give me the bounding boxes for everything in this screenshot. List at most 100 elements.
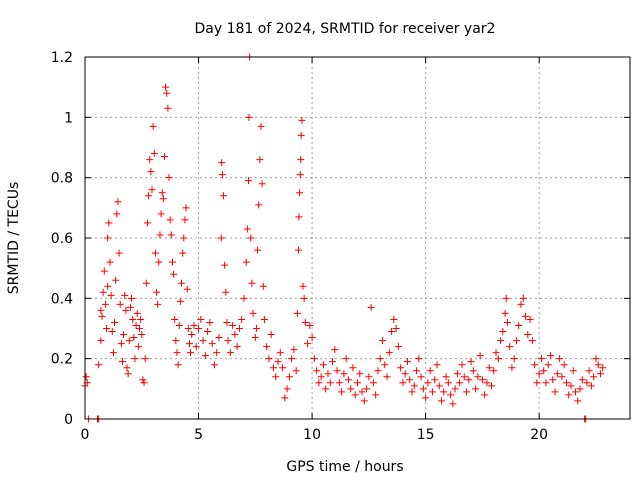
data-point [428,388,436,396]
data-point [111,318,119,326]
plot-frame [84,56,631,420]
data-point [128,294,136,302]
data-point [369,379,377,387]
data-point [385,349,393,357]
data-point [218,159,226,167]
data-point [522,312,530,320]
data-point [502,294,510,302]
data-point [248,279,256,287]
data-point [576,385,584,393]
data-point [358,388,366,396]
data-point [540,367,548,375]
data-point [114,198,122,206]
data-point [129,315,137,323]
data-point [300,294,308,302]
data-point [121,291,129,299]
data-point [533,379,541,387]
data-point [210,361,218,369]
data-point [463,388,470,396]
y-tick-label: 0.8 [51,171,73,187]
data-point [392,325,400,332]
data-point [451,385,459,393]
data-point [492,349,500,357]
data-point [118,358,126,366]
data-point [438,397,446,405]
data-point [510,355,518,363]
y-tick-label: 0.2 [51,352,73,368]
data-point [165,174,173,182]
data-point [199,337,207,345]
data-point [415,355,423,363]
data-point [298,116,306,124]
data-point [535,370,543,378]
data-point [160,153,168,161]
data-point [100,267,108,275]
data-point [142,279,150,287]
data-point [163,89,171,97]
y-tick-label: 1.2 [51,50,73,66]
data-point [333,367,341,375]
data-point [134,343,142,351]
data-point [435,382,443,390]
y-tick-label: 0.6 [51,231,73,247]
data-point [490,367,498,375]
data-point [410,382,418,390]
data-point [104,282,112,290]
data-point [154,300,162,308]
data-point [175,321,183,329]
data-point [442,373,450,381]
data-point [453,370,461,378]
data-point [526,315,534,323]
data-point [560,361,568,369]
data-point [176,297,184,305]
data-point [168,258,176,266]
data-point [487,382,495,390]
data-point [294,246,302,254]
data-point [164,104,172,112]
data-point [440,388,448,396]
data-point [245,113,253,121]
data-point [315,379,323,387]
data-point [297,131,305,139]
data-point [130,334,138,342]
data-point [257,122,265,130]
data-point [547,352,555,360]
data-point [456,379,464,387]
data-point [235,325,243,332]
data-point [247,234,255,242]
data-point [245,177,252,185]
data-point [447,391,455,399]
data-point [231,331,239,339]
data-point [531,361,539,369]
y-tick-labels: 0 0.2 0.4 0.6 0.8 1 1.2 [51,50,73,428]
data-point [153,288,161,296]
data-point [354,379,361,387]
data-point [204,328,212,336]
x-tick-labels: 0 5 10 15 20 [81,427,549,443]
data-point [156,231,164,239]
data-point [208,340,216,348]
data-point [157,210,165,218]
data-point [458,361,466,369]
data-point [138,331,146,339]
data-point [181,216,189,224]
data-point [122,306,130,314]
data-point [481,391,489,399]
data-point [594,361,602,369]
data-point [274,358,282,366]
data-point [178,279,186,287]
data-point [304,340,312,348]
data-point [583,379,591,387]
data-point [417,373,425,381]
data-point [159,195,167,203]
data-point [252,325,260,332]
data-point [151,249,159,257]
data-point [308,334,316,342]
data-point [97,337,105,345]
data-point [390,315,398,323]
data-point [326,379,334,387]
data-point [478,376,486,384]
data-point [158,189,166,197]
data-point [296,171,304,179]
data-point [224,337,232,345]
